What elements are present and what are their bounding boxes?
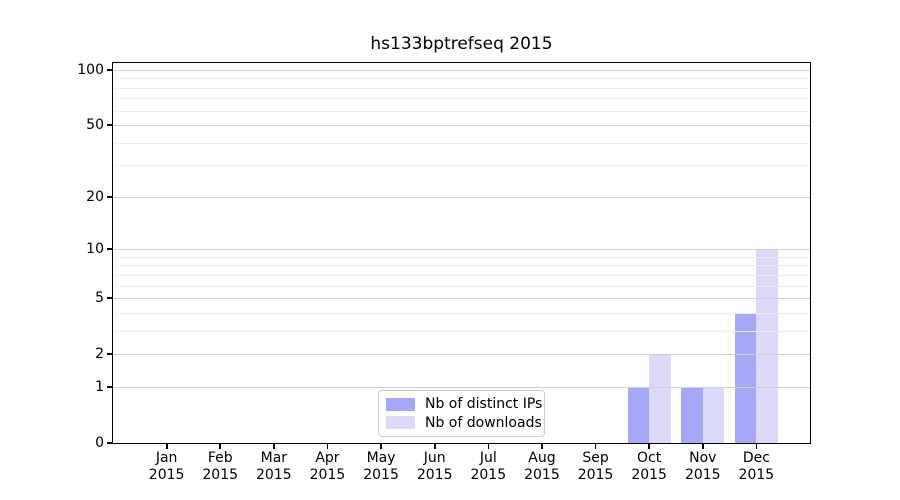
bar (702, 386, 725, 443)
x-tick-mark (219, 443, 222, 449)
y-tick-mark (107, 248, 113, 251)
gridline-minor (113, 98, 810, 100)
y-tick-mark (107, 297, 113, 300)
legend-swatch-downloads (386, 416, 415, 430)
x-tick-label: Jan 2015 (148, 450, 185, 483)
chart-title: hs133bptrefseq 2015 (370, 34, 553, 54)
x-tick-label: Oct 2015 (631, 450, 667, 483)
gridlines-layer (113, 63, 810, 443)
y-tick-label: 2 (95, 346, 104, 363)
gridline-minor (113, 256, 810, 258)
x-tick-label: Nov 2015 (684, 450, 721, 483)
gridline-minor (113, 87, 810, 89)
gridline-minor (113, 274, 810, 276)
x-tick-label: Aug 2015 (524, 450, 560, 483)
legend-swatch-distinct-ips (386, 397, 415, 411)
y-tick-mark (107, 196, 113, 198)
x-tick-label: Apr 2015 (309, 450, 346, 483)
x-tick-mark (541, 443, 543, 449)
bar (627, 386, 650, 443)
y-tick-label: 20 (86, 188, 104, 205)
legend-item-downloads: Nb of downloads (386, 414, 542, 433)
x-tick-mark (755, 443, 758, 449)
bar (649, 354, 671, 443)
gridline-minor (113, 330, 810, 332)
x-tick-label: Feb 2015 (202, 450, 239, 483)
x-tick-label: Sep 2015 (577, 450, 614, 483)
x-tick-mark (648, 443, 651, 449)
gridline-minor (113, 165, 810, 167)
bar (681, 386, 703, 443)
y-tick-mark (107, 386, 113, 388)
x-tick-label: Jul 2015 (470, 450, 507, 483)
gridline-minor (113, 265, 810, 267)
y-tick-label: 10 (86, 241, 104, 258)
x-tick-mark (487, 443, 490, 449)
y-tick-mark (107, 124, 113, 127)
y-tick-mark (107, 69, 113, 71)
x-tick-mark (380, 443, 382, 449)
gridline-major (113, 354, 810, 356)
gridline-major (113, 386, 810, 388)
bars-layer (113, 63, 810, 443)
gridline-minor (113, 312, 810, 314)
bar (734, 312, 757, 443)
x-tick-mark (165, 443, 168, 449)
legend-label-distinct-ips: Nb of distinct IPs (425, 396, 543, 413)
x-tick-mark (433, 443, 436, 449)
y-tick-label: 5 (95, 290, 104, 307)
gridline-minor (113, 78, 810, 80)
legend: Nb of distinct IPs Nb of downloads (378, 390, 545, 437)
x-tick-label: Jun 2015 (416, 450, 453, 483)
gridline-major (113, 196, 810, 198)
gridline-minor (113, 142, 810, 144)
y-tick-label: 1 (95, 378, 104, 395)
y-tick-label: 100 (77, 61, 104, 78)
x-tick-label: Mar 2015 (256, 450, 292, 483)
gridline-major (113, 69, 810, 71)
y-tick-mark (107, 353, 113, 356)
plot-area (112, 62, 811, 444)
x-tick-label: May 2015 (363, 450, 399, 483)
gridline-major (113, 298, 810, 300)
legend-label-downloads: Nb of downloads (425, 414, 542, 431)
x-tick-mark (701, 443, 704, 449)
y-tick-mark (107, 442, 113, 444)
bar (756, 249, 778, 443)
x-tick-mark (273, 443, 275, 449)
y-tick-label: 50 (86, 117, 104, 134)
x-tick-label: Dec 2015 (738, 450, 775, 483)
gridline-major (113, 249, 810, 251)
x-tick-mark (326, 443, 329, 449)
gridline-minor (113, 285, 810, 287)
legend-item-distinct-ips: Nb of distinct IPs (386, 395, 542, 414)
gridline-major (113, 125, 810, 127)
x-tick-mark (594, 443, 597, 449)
gridline-minor (113, 110, 810, 112)
y-tick-label: 0 (95, 435, 104, 451)
